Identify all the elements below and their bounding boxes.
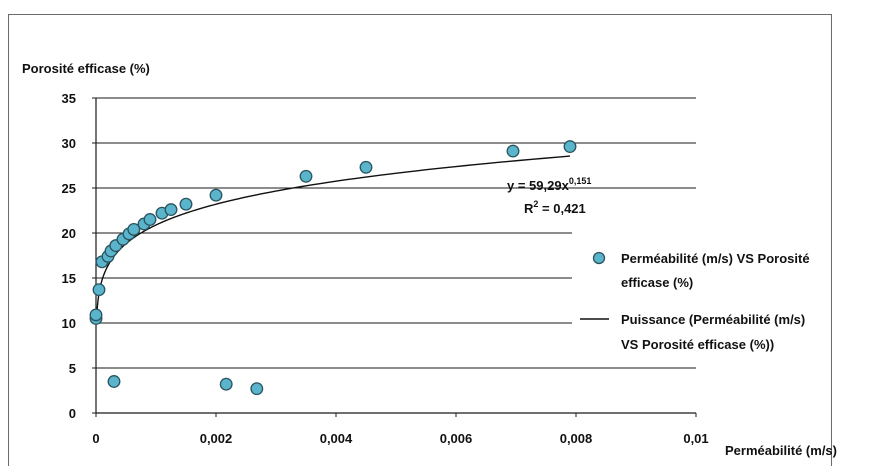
trendline-group (95, 155, 571, 320)
data-point (164, 203, 178, 217)
legend-label-scatter: Perméabilité (m/s) VS Porosité efficase … (621, 251, 813, 290)
data-point (179, 197, 193, 211)
trendline-curve (95, 155, 571, 320)
data-point (219, 377, 233, 391)
data-point (127, 222, 141, 236)
x-tick-labels: 0 0,002 0,004 0,006 0,008 0,01 (92, 413, 709, 446)
r-squared-prefix: R (524, 201, 534, 216)
data-points (89, 140, 577, 396)
data-point (250, 382, 264, 396)
x-tick-label: 0,01 (683, 431, 708, 446)
legend-label-trendline: Puissance (Perméabilité (m/s) VS Porosit… (621, 312, 809, 352)
x-tick-label: 0 (92, 431, 99, 446)
x-tick-label: 0,004 (320, 431, 353, 446)
y-axis-title: Porosité efficase (%) (22, 61, 150, 76)
chart-frame (8, 14, 832, 466)
data-point (89, 308, 103, 322)
trendline-equation: y = 59,29x0,151 (507, 176, 591, 193)
x-tick-label: 0,008 (560, 431, 593, 446)
data-point (209, 188, 223, 202)
gridlines (96, 97, 696, 369)
data-point (92, 283, 106, 297)
data-point (359, 160, 373, 174)
data-point (107, 375, 121, 388)
data-point (299, 169, 313, 183)
r-squared-sup: 2 (533, 199, 538, 209)
y-tick-label: 30 (62, 136, 76, 151)
y-tick-label: 25 (62, 181, 76, 196)
y-tick-label: 0 (69, 406, 76, 421)
data-point (506, 144, 520, 158)
equation-exponent: 0,151 (569, 176, 592, 186)
y-tick-label: 20 (62, 226, 76, 241)
data-point (563, 140, 577, 154)
y-tick-label: 35 (62, 91, 76, 106)
y-tick-label: 10 (62, 316, 76, 331)
legend: Perméabilité (m/s) VS Porosité efficase … (580, 251, 813, 352)
x-axis-title: Perméabilité (m/s) (725, 443, 837, 458)
x-tick-label: 0,002 (200, 431, 233, 446)
y-tick-label: 5 (69, 361, 76, 376)
y-tick-labels: 0 5 10 15 20 25 30 35 (62, 91, 96, 421)
y-tick-label: 15 (62, 271, 76, 286)
legend-marker-scatter (592, 251, 606, 265)
equation-prefix: y = 59,29x (507, 178, 570, 193)
axes (95, 98, 696, 414)
r-squared-suffix: = 0,421 (538, 201, 585, 216)
r-squared: R2 = 0,421 (524, 199, 586, 216)
data-point (143, 213, 157, 226)
x-tick-label: 0,006 (440, 431, 473, 446)
